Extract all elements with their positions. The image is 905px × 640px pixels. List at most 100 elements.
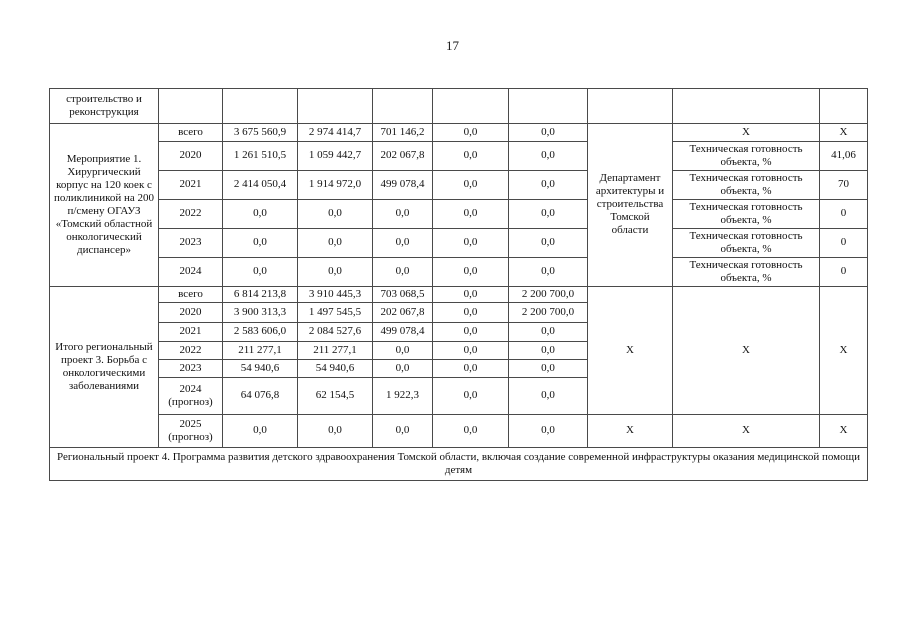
period-cell: всего — [158, 123, 223, 142]
value-cell: 2 200 700,0 — [508, 285, 588, 303]
value-cell: 0,0 — [508, 340, 588, 360]
table-cell — [297, 88, 373, 124]
period-cell: 2022 — [158, 340, 223, 360]
executor-cell: Департамент архитектуры и строительства … — [587, 123, 673, 287]
value-cell: 0,0 — [508, 321, 588, 342]
indicator-cell: Техническая готовность объекта, % — [672, 141, 820, 171]
value-cell: 0,0 — [432, 358, 509, 378]
table-row: Итого региональный проект 3. Борьба с он… — [49, 285, 868, 448]
table-row: 2021 2 414 050,4 1 914 972,0 499 078,4 0… — [50, 169, 868, 200]
period-cell: 2023 — [158, 358, 223, 378]
value-cell: 0,0 — [508, 358, 588, 378]
table-row: 2022 0,0 0,0 0,0 0,0 0,0 Техническая гот… — [50, 198, 868, 229]
value-cell: 0,0 — [508, 256, 588, 287]
value-cell: 0,0 — [508, 413, 588, 448]
value-cell: 6 814 213,8 — [222, 285, 298, 303]
carryover-row: строительство и реконструкция — [49, 88, 868, 124]
value-cell: 1 922,3 — [372, 376, 433, 415]
value-cell: 0,0 — [432, 198, 509, 229]
period-cell: 2020 — [158, 301, 223, 323]
value-cell: 211 277,1 — [297, 340, 373, 360]
period-cell: 2021 — [158, 169, 223, 200]
value-cell: 0,0 — [432, 256, 509, 287]
period-cell: всего — [158, 285, 223, 303]
executor-cell: X — [587, 413, 673, 448]
value-cell: 1 261 510,5 — [222, 141, 298, 171]
value-cell: 499 078,4 — [372, 169, 433, 200]
value-cell: 0,0 — [372, 340, 433, 360]
indicator-value-cell: 0 — [819, 256, 868, 287]
table-cell — [222, 88, 298, 124]
value-cell: 0,0 — [508, 198, 588, 229]
indicator-value-cell: 41,06 — [819, 141, 868, 171]
value-cell: 1 914 972,0 — [297, 169, 373, 200]
table-cell — [432, 88, 509, 124]
value-cell: 1 497 545,5 — [297, 301, 373, 323]
period-cell: 2024 — [158, 256, 223, 287]
measure-name: Мероприятие 1. Хирургический корпус на 1… — [49, 123, 159, 287]
value-cell: 2 084 527,6 — [297, 321, 373, 342]
table-cell — [508, 88, 588, 124]
value-cell: 2 200 700,0 — [508, 301, 588, 323]
footer-row: Региональный проект 4. Программа развити… — [49, 446, 868, 481]
value-cell: 0,0 — [432, 413, 509, 448]
indicator-cell: X — [672, 285, 820, 415]
value-cell: 0,0 — [297, 227, 373, 258]
value-cell: 211 277,1 — [222, 340, 298, 360]
value-cell: 54 940,6 — [297, 358, 373, 378]
value-cell: 54 940,6 — [222, 358, 298, 378]
table-row: 2023 0,0 0,0 0,0 0,0 0,0 Техническая гот… — [50, 227, 868, 258]
value-cell: 0,0 — [432, 141, 509, 171]
value-cell: 0,0 — [222, 413, 298, 448]
indicator-value-cell: X — [819, 413, 868, 448]
table-row: 2022 211 277,1 211 277,1 0,0 0,0 0,0 — [50, 340, 868, 360]
value-cell: 703 068,5 — [372, 285, 433, 303]
period-cell: 2025 (прогноз) — [158, 413, 223, 448]
table-cell — [672, 88, 820, 124]
value-cell: 499 078,4 — [372, 321, 433, 342]
value-cell: 0,0 — [432, 227, 509, 258]
value-cell: 64 076,8 — [222, 376, 298, 415]
value-cell: 0,0 — [297, 413, 373, 448]
period-cell: 2022 — [158, 198, 223, 229]
value-cell: 0,0 — [432, 285, 509, 303]
budget-table: строительство и реконструкция Мероприяти… — [49, 88, 868, 481]
table-cell — [587, 88, 673, 124]
value-cell: 0,0 — [432, 340, 509, 360]
carryover-label: строительство и реконструкция — [49, 88, 159, 124]
total-name: Итого региональный проект 3. Борьба с он… — [49, 285, 159, 448]
value-cell: 0,0 — [372, 358, 433, 378]
value-cell: 0,0 — [372, 413, 433, 448]
period-cell: 2024 (прогноз) — [158, 376, 223, 415]
table-row: 2024 0,0 0,0 0,0 0,0 0,0 Техническая гот… — [50, 256, 868, 287]
value-cell: 0,0 — [297, 256, 373, 287]
table-row: 2023 54 940,6 54 940,6 0,0 0,0 0,0 — [50, 358, 868, 378]
value-cell: 0,0 — [432, 123, 509, 142]
indicator-value-cell: X — [819, 285, 868, 415]
next-project-heading: Региональный проект 4. Программа развити… — [49, 446, 868, 481]
indicator-cell: Техническая готовность объекта, % — [672, 227, 820, 258]
value-cell: 3 675 560,9 — [222, 123, 298, 142]
executor-cell: X — [587, 285, 673, 415]
value-cell: 202 067,8 — [372, 141, 433, 171]
table-row: 2020 1 261 510,5 1 059 442,7 202 067,8 0… — [50, 141, 868, 171]
value-cell: 3 900 313,3 — [222, 301, 298, 323]
value-cell: 701 146,2 — [372, 123, 433, 142]
table-row: 2024 (прогноз) 64 076,8 62 154,5 1 922,3… — [50, 376, 868, 415]
value-cell: 0,0 — [222, 256, 298, 287]
value-cell: 0,0 — [508, 227, 588, 258]
value-cell: 2 974 414,7 — [297, 123, 373, 142]
value-cell: 0,0 — [508, 169, 588, 200]
value-cell: 0,0 — [508, 141, 588, 171]
value-cell: 1 059 442,7 — [297, 141, 373, 171]
table-row: 2020 3 900 313,3 1 497 545,5 202 067,8 0… — [50, 301, 868, 323]
value-cell: 0,0 — [432, 321, 509, 342]
period-cell: 2023 — [158, 227, 223, 258]
value-cell: 3 910 445,3 — [297, 285, 373, 303]
value-cell: 62 154,5 — [297, 376, 373, 415]
indicator-cell: Техническая готовность объекта, % — [672, 198, 820, 229]
value-cell: 0,0 — [508, 376, 588, 415]
value-cell: 2 414 050,4 — [222, 169, 298, 200]
period-cell: 2020 — [158, 141, 223, 171]
